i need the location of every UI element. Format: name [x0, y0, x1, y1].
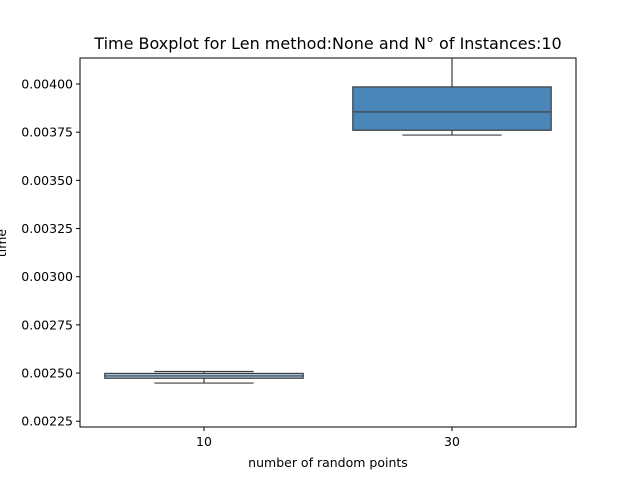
y-axis: 0.00225 0.00250 0.00275 0.00300 0.00325 0.003… — [21, 77, 80, 429]
box-iqr — [352, 86, 552, 131]
chart-title: Time Boxplot for Len method:None and N° … — [93, 34, 561, 53]
plot-frame — [79, 57, 577, 428]
y-tick-label: 0.00400 — [21, 77, 73, 92]
y-tick-label: 0.00225 — [21, 414, 73, 429]
y-tick-label: 0.00375 — [21, 125, 73, 140]
x-axis: 10 30 — [196, 427, 460, 449]
y-tick-label: 0.00300 — [21, 269, 73, 284]
y-tick-label: 0.00250 — [21, 366, 73, 381]
y-tick-label: 0.00325 — [21, 221, 73, 236]
box-group-10 — [104, 370, 304, 384]
y-axis-label: time — [0, 229, 9, 258]
x-tick-label: 30 — [444, 434, 460, 449]
boxes-layer — [104, 58, 552, 384]
x-axis-label: number of random points — [248, 455, 408, 470]
x-tick-label: 10 — [196, 434, 212, 449]
y-tick-label: 0.00275 — [21, 317, 73, 332]
y-tick-label: 0.00350 — [21, 173, 73, 188]
box-group-30 — [352, 58, 552, 136]
